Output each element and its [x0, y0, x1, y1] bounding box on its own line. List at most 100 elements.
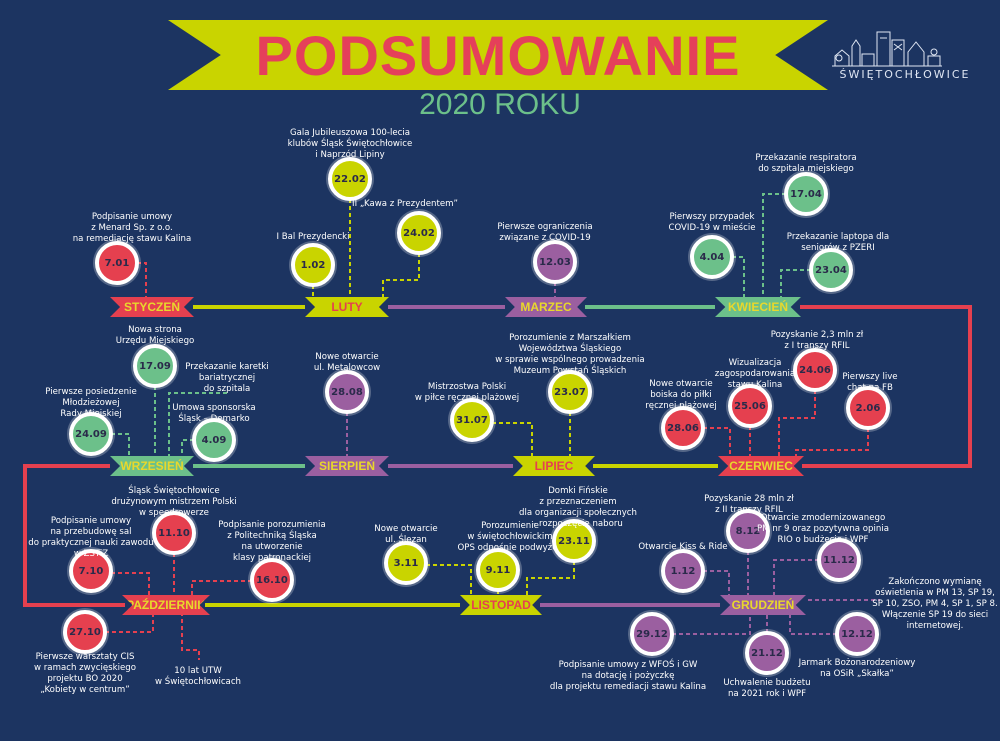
- city-skyline-logo-icon: [832, 31, 942, 67]
- connector-line: [137, 262, 147, 300]
- connector-line: [703, 427, 731, 458]
- connector-line: [773, 559, 819, 598]
- event-date-badge: 24.06: [793, 348, 837, 392]
- month-ribbon: KWIECIEŃ: [715, 297, 801, 317]
- event-date-badge: 16.10: [250, 558, 294, 602]
- timeline-segment: [800, 305, 972, 468]
- event-date-badge: 17.09: [133, 344, 177, 388]
- event-date-badge: 1.02: [291, 243, 335, 287]
- event-label: Uchwalenie budżetu na 2021 rok i WPF: [723, 678, 811, 699]
- event-date-badge: 11.12: [817, 538, 861, 582]
- event-date-badge: 29.12: [630, 612, 674, 656]
- connector-line: [191, 580, 252, 598]
- event-label: Pierwsze ograniczenia związane z COVID-1…: [497, 222, 593, 243]
- connector-line: [795, 428, 869, 458]
- event-label: II „Kawa z Prezydentem”: [352, 199, 458, 209]
- connector-line: [426, 564, 472, 598]
- page-subtitle: 2020 ROKU: [419, 88, 581, 121]
- event-date-badge: 24.09: [69, 412, 113, 456]
- connector-line: [492, 422, 533, 458]
- connector-line: [105, 612, 154, 633]
- event-date-badge: 28.08: [325, 370, 369, 414]
- event-date-badge: 23.07: [548, 370, 592, 414]
- event-date-badge: 31.07: [450, 398, 494, 442]
- event-label: I Bal Prezydencki: [276, 232, 350, 242]
- event-label: Podpisanie umowy z WFOŚ i GW na dotację …: [549, 660, 707, 692]
- event-label: Przekazanie karetki bariatrycznej do szp…: [185, 362, 269, 394]
- event-date-badge: 8.12: [726, 509, 770, 553]
- month-ribbon: MARZEC: [505, 297, 587, 317]
- month-ribbon: LUTY: [305, 297, 389, 317]
- event-label: Nowe otwarcie boiska do piłki ręcznej pl…: [645, 379, 717, 411]
- connector-line: [111, 433, 130, 458]
- event-label: Umowa sponsorska Śląsk – Demarko: [172, 403, 256, 424]
- connector-line: [382, 253, 420, 300]
- event-label: Pozyskanie 2,3 mln zł z I transzy RFIL: [770, 330, 864, 351]
- connector-line: [703, 570, 730, 598]
- connector-line: [780, 269, 811, 300]
- event-date-badge: 9.11: [476, 548, 520, 592]
- event-label: Pierwszy live chat na FB: [842, 372, 898, 393]
- month-ribbon: PAŹDZIERNIK: [122, 595, 210, 615]
- event-date-badge: 21.12: [745, 631, 789, 675]
- event-label: Przekazanie respiratora do szpitala miej…: [755, 153, 857, 174]
- event-label: Śląsk Świętochłowice drużynowym mistrzem…: [111, 486, 237, 518]
- connector-line: [778, 390, 816, 458]
- event-label: Nowe otwarcie ul. Ślęzan: [374, 524, 438, 545]
- event-label: Zakończono wymianę oświetlenia w PM 13, …: [872, 577, 998, 631]
- month-ribbon: WRZESIEŃ: [110, 456, 194, 476]
- connector-line: [111, 572, 150, 598]
- connector-line: [672, 612, 751, 635]
- title-banner: PODSUMOWANIE: [168, 20, 828, 90]
- event-label: Jarmark Bożonarodzeniowy na OSiR „Skałka…: [798, 658, 916, 679]
- event-date-badge: 12.03: [533, 240, 577, 284]
- event-label: Przekazanie laptopa dla seniorów z PZERI: [786, 232, 890, 253]
- event-label: Otwarcie zmodernizowanego PM nr 9 oraz p…: [757, 513, 889, 545]
- event-date-badge: 22.02: [328, 157, 372, 201]
- event-label: Gala Jubileuszowa 100-lecia klubów Śląsk…: [287, 128, 413, 160]
- month-ribbon: LISTOPAD: [460, 595, 542, 615]
- event-date-badge: 2.06: [846, 386, 890, 430]
- event-date-badge: 28.06: [661, 406, 705, 450]
- event-label: Mistrzostwa Polski w piłce ręcznej plażo…: [414, 382, 520, 403]
- event-date-badge: 25.06: [728, 384, 772, 428]
- event-label: Porozumienie w świętochłowickim OPS odno…: [457, 521, 563, 553]
- event-date-badge: 17.04: [784, 172, 828, 216]
- event-label: Otwarcie Kiss & Ride: [638, 542, 728, 552]
- event-date-badge: 27.10: [63, 610, 107, 654]
- connector-line: [168, 392, 227, 458]
- connector-line: [526, 561, 575, 598]
- connector-line: [789, 612, 837, 635]
- event-date-badge: 7.01: [95, 241, 139, 285]
- timeline-segment: [23, 464, 125, 607]
- event-label: Pierwszy przypadek COVID-19 w mieście: [668, 212, 756, 233]
- event-date-badge: 12.12: [835, 612, 879, 656]
- event-date-badge: 7.10: [69, 549, 113, 593]
- connector-line: [181, 612, 200, 660]
- month-ribbon: GRUDZIEŃ: [720, 595, 806, 615]
- event-label: Podpisanie umowy na przebudowę sal do pr…: [28, 516, 154, 559]
- event-date-badge: 23.04: [809, 248, 853, 292]
- event-label: Pozyskanie 28 mln zł z II transzy RFIL: [704, 494, 794, 515]
- event-date-badge: 1.12: [661, 549, 705, 593]
- event-label: Domki Fińskie z przeznaczeniem dla organ…: [519, 486, 637, 529]
- event-date-badge: 11.10: [152, 511, 196, 555]
- event-label: Pierwsze posiedzenie Młodzieżowej Rady M…: [45, 387, 137, 419]
- connector-line: [762, 193, 786, 300]
- month-ribbon: CZERWIEC: [718, 456, 804, 476]
- event-date-badge: 23.11: [552, 519, 596, 563]
- month-ribbon: LIPIEC: [513, 456, 595, 476]
- event-label: Pierwsze warsztaty CIS w ramach zwycięsk…: [34, 652, 136, 695]
- connector-line: [732, 256, 745, 300]
- event-label: Podpisanie porozumienia z Politechniką Ś…: [218, 520, 326, 563]
- month-ribbon: SIERPIEŃ: [305, 456, 389, 476]
- event-date-badge: 4.04: [690, 235, 734, 279]
- event-date-badge: 4.09: [192, 418, 236, 462]
- event-date-badge: 3.11: [384, 541, 428, 585]
- month-ribbon: STYCZEŃ: [110, 297, 194, 317]
- event-label: 10 lat UTW w Świętochłowicach: [155, 666, 241, 687]
- logo-text: ŚWIĘTOCHŁOWICE: [839, 68, 971, 81]
- event-label: Nowa strona Urzędu Miejskiego: [115, 325, 195, 346]
- event-label: Wizualizacja zagospodarowania stawu Kali…: [714, 358, 796, 390]
